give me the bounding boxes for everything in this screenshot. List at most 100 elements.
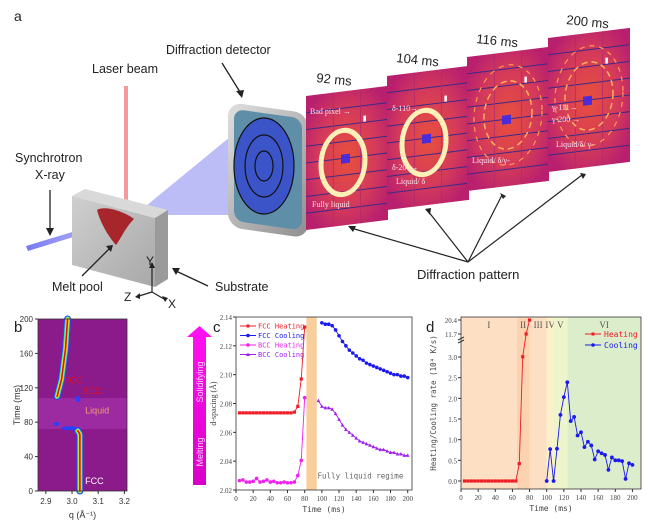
- data-point: [265, 478, 269, 482]
- y-tick-label: 2.14: [220, 314, 233, 322]
- data-point: [585, 439, 590, 444]
- diffraction-ring: [318, 127, 368, 198]
- data-point: [371, 444, 376, 449]
- pattern-annotation: Liquid/δ/ γ-: [556, 140, 594, 149]
- data-point: [575, 433, 580, 438]
- diffraction-pattern: [548, 27, 630, 172]
- pattern-time-label: 104 ms: [396, 50, 440, 69]
- x-tick-label: 160: [368, 495, 379, 503]
- y-tick-label: 2.08: [220, 401, 233, 409]
- region-label: I: [487, 320, 490, 330]
- liquid-band: [38, 398, 127, 430]
- arrowheads: [348, 173, 586, 232]
- data-point: [466, 479, 470, 483]
- legend-marker: [591, 332, 595, 336]
- region-shade-IV: [546, 317, 554, 489]
- data-point: [469, 479, 473, 483]
- data-point: [251, 411, 255, 415]
- data-point: [265, 411, 269, 415]
- data-point: [514, 479, 518, 483]
- data-point: [476, 479, 480, 483]
- x-tick-label: 140: [351, 495, 362, 503]
- beam-stop: [341, 153, 350, 164]
- x-axis-label: Time (ms): [529, 504, 572, 513]
- pattern-annotation: Fully liquid: [312, 200, 350, 209]
- detector-gap: [306, 169, 388, 181]
- data-point: [565, 380, 570, 385]
- legend-label: FCC Heating: [258, 323, 304, 331]
- data-point: [275, 411, 279, 415]
- y-tick-label: 200: [20, 315, 34, 324]
- data-point: [589, 443, 594, 448]
- data-point: [503, 479, 508, 483]
- data-point: [616, 458, 621, 463]
- x-tick-label: 3.1: [93, 497, 105, 506]
- panel-a: a Laser beam Synchrotron X-ray Melt pool…: [14, 8, 630, 311]
- diffraction-ring: [554, 45, 624, 147]
- y-axis-label: Heating/Cooling rate (10⁴ K/s): [429, 335, 438, 470]
- data-point: [395, 372, 400, 377]
- x-tick-label: 200: [402, 495, 413, 503]
- peak-transient: [53, 421, 60, 426]
- detector-gap: [467, 130, 549, 142]
- heatmap-annotation: FCC: [64, 376, 83, 386]
- pattern-annotation: δ-110→: [392, 104, 418, 113]
- data-point: [258, 480, 262, 484]
- panel-label-c: c: [213, 319, 221, 336]
- data-point: [354, 436, 358, 440]
- panel-b: b 0 40 80 120 160 200 2.9 3.0 3.1 3.2 q (Å⁻¹) Time (…: [12, 315, 212, 520]
- data-point: [330, 323, 334, 328]
- data-point: [303, 325, 307, 329]
- data-point: [378, 447, 383, 452]
- data-point: [599, 451, 604, 456]
- legend-label: Cooling: [604, 341, 638, 350]
- data-point: [493, 479, 497, 483]
- data-point: [524, 332, 528, 336]
- data-point: [254, 476, 259, 481]
- data-point: [630, 462, 635, 467]
- detector-gap: [548, 127, 630, 139]
- x-tick-label: 40: [267, 495, 275, 503]
- data-point: [255, 411, 259, 415]
- data-point: [268, 480, 273, 484]
- y-tick-label: 2.5: [448, 375, 457, 383]
- detector-gap: [548, 111, 630, 123]
- y-tick-label: 2.02: [220, 487, 233, 495]
- detector-gap: [306, 118, 388, 130]
- data-point: [279, 411, 283, 415]
- region-label: II: [520, 320, 526, 330]
- arrow-detector: [221, 62, 241, 93]
- data-point: [497, 479, 501, 483]
- axis-break: [457, 336, 465, 341]
- y-tick-label: 2.0: [448, 395, 457, 403]
- data-point: [381, 447, 386, 452]
- diffraction-patterns: 92 ms Bad pixel → Fully liquid 104 ms δ-110→…: [306, 12, 630, 230]
- detector-gap: [548, 144, 630, 156]
- arrowhead: [46, 228, 54, 236]
- detector-gap: [467, 146, 549, 158]
- data-point: [388, 371, 393, 376]
- diffraction-ring: [473, 64, 543, 166]
- data-point: [237, 411, 242, 415]
- data-point: [268, 411, 272, 415]
- data-point: [251, 479, 255, 484]
- y-tick-label: 2.12: [220, 343, 233, 351]
- data-point: [350, 351, 355, 355]
- legend-label: Heating: [604, 330, 638, 339]
- x-axis-label: q (Å⁻¹): [69, 510, 96, 520]
- y-tick-label: 1.5: [448, 416, 457, 424]
- legend-marker: [246, 324, 250, 328]
- label-substrate: Substrate: [215, 280, 269, 294]
- x-tick-label: 80: [526, 494, 534, 502]
- y-axis-label: Time (ms): [12, 385, 22, 425]
- data-point: [527, 318, 532, 322]
- heatmap-annotation: BCC: [83, 386, 103, 396]
- data-point: [582, 445, 587, 450]
- data-point: [326, 322, 331, 327]
- data-point: [244, 411, 248, 415]
- region-shade-III: [529, 317, 547, 489]
- data-point: [486, 479, 491, 483]
- y-tick-label: 160: [20, 349, 34, 358]
- data-point: [371, 364, 376, 368]
- detector-gap: [467, 63, 549, 75]
